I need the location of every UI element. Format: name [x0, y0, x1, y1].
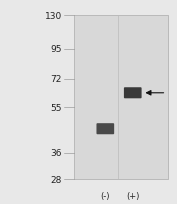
FancyBboxPatch shape [124, 88, 142, 99]
Text: 36: 36 [50, 148, 62, 157]
Text: (-): (-) [101, 191, 110, 200]
Text: 130: 130 [45, 12, 62, 21]
Text: 95: 95 [50, 45, 62, 54]
Text: 72: 72 [51, 75, 62, 84]
FancyBboxPatch shape [96, 124, 114, 135]
FancyBboxPatch shape [74, 16, 168, 180]
Text: 55: 55 [50, 103, 62, 112]
Text: 28: 28 [51, 175, 62, 184]
Text: (+): (+) [126, 191, 139, 200]
